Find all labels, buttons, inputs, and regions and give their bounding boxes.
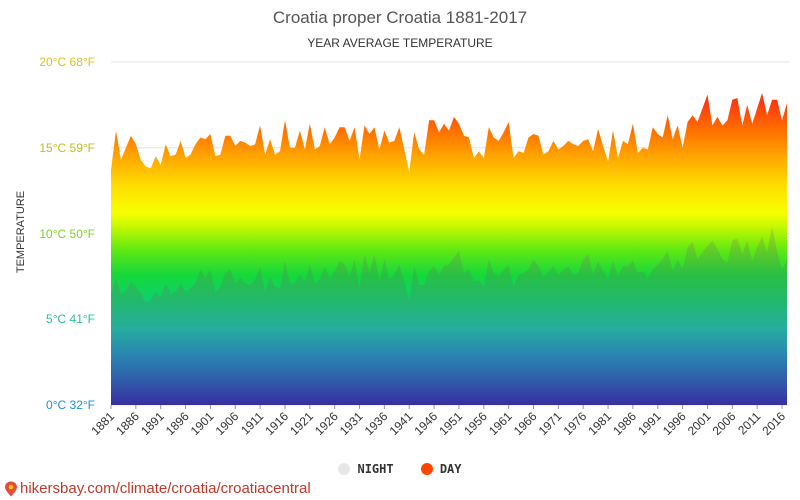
legend-label-day: DAY <box>439 462 462 476</box>
y-tick-label: 20°C 68°F <box>39 55 95 69</box>
source-url: hikersbay.com/climate/croatia/croatiacen… <box>20 480 311 497</box>
x-tick-label: 2016 <box>759 409 788 438</box>
x-tick-label: 1921 <box>287 409 316 438</box>
x-tick-label: 1926 <box>312 409 341 438</box>
x-axis-ticks: 1881188618911896190119061911191619211926… <box>88 405 788 438</box>
x-tick-label: 1961 <box>486 409 515 438</box>
x-tick-label: 2011 <box>735 409 763 437</box>
x-tick-label: 1951 <box>436 409 465 438</box>
x-tick-label: 1931 <box>337 409 366 438</box>
x-tick-label: 1956 <box>461 409 490 438</box>
chart-title: Croatia proper Croatia 1881-2017 <box>272 8 528 27</box>
x-tick-label: 1966 <box>511 409 540 438</box>
night-dot-icon <box>338 463 351 475</box>
x-tick-label: 1916 <box>262 409 291 438</box>
x-tick-label: 1971 <box>536 409 565 438</box>
x-tick-label: 1941 <box>387 409 416 438</box>
x-tick-label: 1896 <box>163 409 192 438</box>
day-temperature-area <box>111 92 787 406</box>
x-tick-label: 2006 <box>710 409 739 438</box>
x-tick-label: 1891 <box>138 409 167 438</box>
x-tick-label: 1911 <box>238 409 266 437</box>
x-tick-label: 1881 <box>88 409 117 438</box>
source-link[interactable]: hikersbay.com/climate/croatia/croatiacen… <box>4 480 311 497</box>
x-tick-label: 1986 <box>610 409 639 438</box>
x-tick-label: 1936 <box>362 409 391 438</box>
x-tick-label: 1901 <box>188 409 217 438</box>
legend-item-night[interactable]: NIGHT <box>338 462 394 476</box>
x-tick-label: 1991 <box>635 409 664 438</box>
x-tick-label: 1946 <box>411 409 440 438</box>
x-tick-label: 1996 <box>660 409 689 438</box>
x-tick-label: 1976 <box>561 409 590 438</box>
y-tick-label: 5°C 41°F <box>46 312 95 327</box>
chart-subtitle: YEAR AVERAGE TEMPERATURE <box>307 36 493 50</box>
legend-label-night: NIGHT <box>357 462 394 476</box>
y-tick-label: 10°C 50°F <box>39 226 95 241</box>
night-temperature-overlay <box>111 226 787 405</box>
temperature-chart: 1881188618911896190119061911191619211926… <box>88 61 790 438</box>
map-pin-icon <box>5 481 17 496</box>
legend-item-day[interactable]: DAY <box>420 462 462 476</box>
y-tick-label: 15°C 59°F <box>39 140 95 155</box>
x-tick-label: 1906 <box>213 409 242 438</box>
y-tick-label: 0°C 32°F <box>46 398 95 412</box>
x-tick-label: 2001 <box>685 409 714 438</box>
x-tick-label: 1981 <box>585 409 614 438</box>
x-tick-label: 1886 <box>113 409 142 438</box>
legend: NIGHT DAY <box>0 462 800 478</box>
day-dot-icon <box>420 463 433 475</box>
